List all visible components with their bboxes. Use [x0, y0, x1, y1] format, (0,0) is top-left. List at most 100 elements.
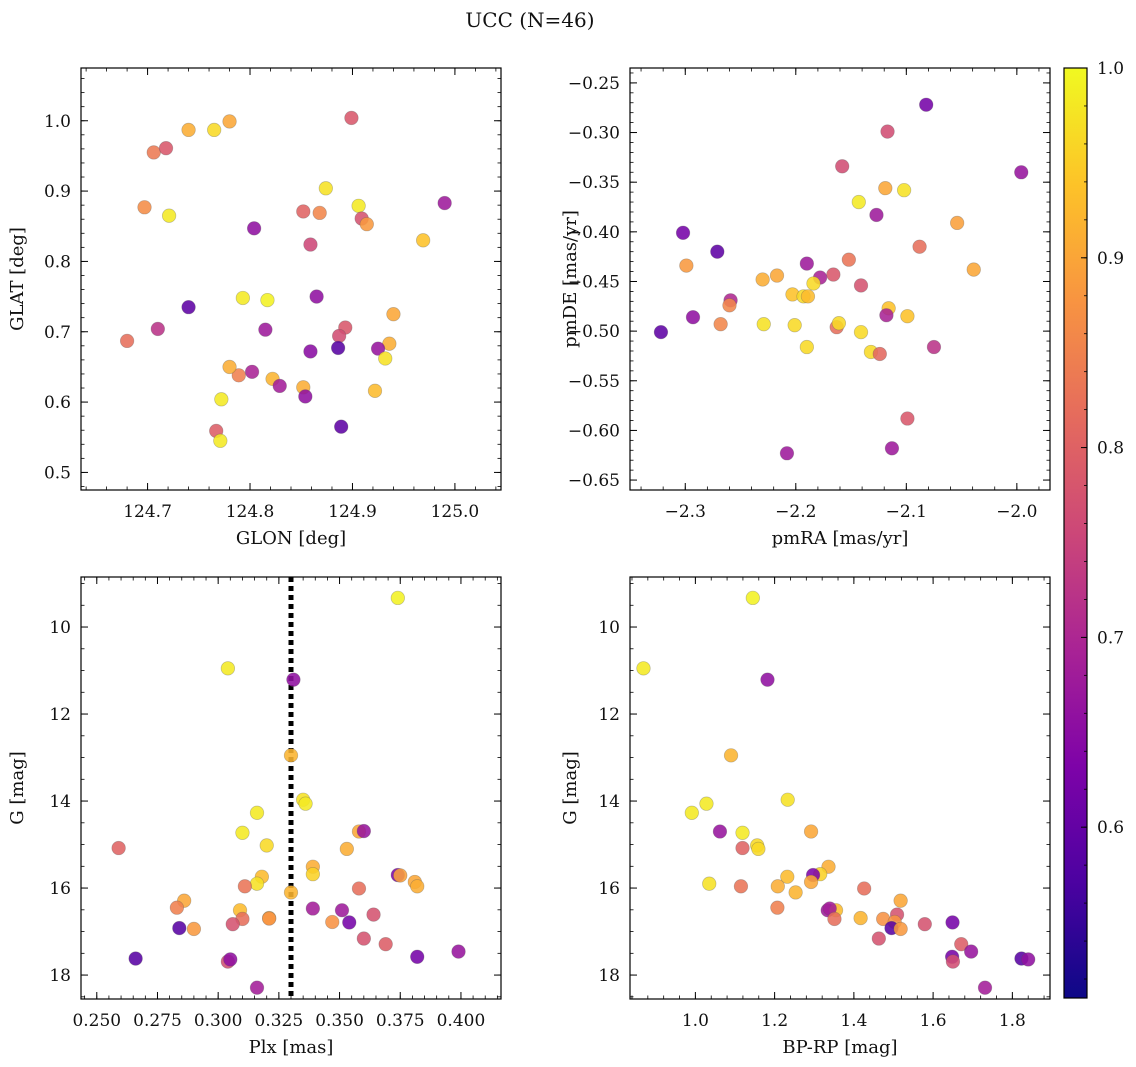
data-point [325, 914, 340, 930]
y-tick-label: 0.9 [44, 182, 71, 202]
x-tick-label: −2.0 [996, 502, 1037, 522]
y-tick-label: −0.35 [568, 173, 620, 193]
ticks: −2.3 −2.2 −2.1 −2.0 −0.65 −0.60 −0.55 −0.50 −0.4… [568, 68, 1050, 522]
y-tick-label: 16 [598, 879, 620, 899]
x-tick-label: 0.275 [133, 1011, 182, 1031]
data-point [835, 159, 850, 174]
data-point [186, 921, 202, 937]
data-point [735, 840, 750, 856]
data-point [386, 307, 401, 322]
y-tick-label: 0.6 [44, 393, 71, 413]
data-point [220, 661, 236, 676]
data-point [756, 317, 771, 332]
data-point [880, 124, 895, 139]
data-point [851, 194, 866, 210]
data-point [312, 205, 327, 221]
y-tick-label: 0.5 [44, 463, 71, 483]
data-point [723, 748, 739, 763]
data-point [214, 392, 229, 407]
data-point [286, 672, 301, 687]
data-point [330, 340, 346, 356]
data-point [410, 949, 425, 964]
data-point [799, 256, 814, 271]
data-point [370, 341, 386, 356]
data-point [235, 290, 251, 306]
data-point [900, 309, 915, 324]
y-tick-label: 10 [598, 618, 620, 638]
data-point [755, 272, 770, 287]
colorbar-tick-label: 0.7 [1097, 628, 1124, 648]
panel-2: −2.3 −2.2 −2.1 −2.0 −0.65 −0.60 −0.55 −0.50 −0.4… [560, 67, 1051, 549]
data-point [699, 796, 714, 811]
data-point [803, 824, 819, 839]
y-tick-label: 10 [49, 618, 71, 638]
data-point [272, 378, 287, 394]
data-point [283, 748, 299, 763]
data-point [896, 182, 912, 198]
x-tick-label: 124.9 [328, 502, 377, 522]
data-point [207, 122, 222, 138]
data-point [770, 879, 785, 894]
data-point [800, 289, 816, 304]
y-axis-label: G [mag] [7, 751, 28, 824]
data-point [685, 310, 701, 325]
data-point [298, 389, 313, 404]
data-point [769, 268, 785, 283]
data-point [1014, 165, 1029, 180]
data-point [303, 344, 318, 359]
data-point [853, 324, 869, 340]
data-point [303, 237, 318, 252]
x-tick-label: 125.0 [431, 502, 480, 522]
colorbar-gradient [1063, 67, 1088, 999]
data-point [351, 198, 366, 214]
data-point [150, 321, 165, 337]
data-point [788, 885, 803, 900]
data-point [900, 411, 915, 426]
data-point [415, 233, 431, 248]
data-point [912, 239, 927, 254]
data-point [926, 339, 942, 355]
data-point [339, 841, 354, 857]
y-tick-label: −0.55 [568, 372, 620, 392]
data-point [780, 792, 795, 807]
data-point [119, 333, 135, 349]
data-point [853, 278, 869, 293]
data-point [237, 879, 253, 894]
y-axis-label: GLAT [deg] [7, 227, 28, 331]
data-point [702, 876, 717, 891]
data-point [684, 805, 699, 820]
y-tick-label: 16 [49, 879, 71, 899]
y-tick-label: 0.7 [44, 323, 71, 343]
data-point [331, 328, 347, 344]
data-point [390, 590, 405, 606]
x-tick-label: 1.2 [761, 1011, 788, 1031]
y-tick-label: 18 [49, 966, 71, 986]
data-point [893, 921, 908, 937]
data-point [344, 110, 359, 126]
data-point [410, 879, 425, 894]
x-tick-label: 0.400 [437, 1011, 486, 1031]
y-axis-label: pmDE [mas/yr] [560, 210, 581, 348]
data-point [803, 874, 819, 890]
y-tick-label: 18 [598, 966, 620, 986]
y-tick-label: −0.45 [568, 272, 620, 292]
data-point [334, 419, 349, 434]
data-point [181, 122, 196, 138]
data-point [225, 917, 240, 932]
y-tick-label: −0.50 [568, 322, 620, 342]
panel-4: 1.0 1.2 1.4 1.6 1.8 10 12 14 16 18 BP-RP [mag] G [m… [560, 576, 1051, 1058]
data-point [222, 114, 237, 129]
data-point [235, 825, 250, 840]
data-point [751, 841, 766, 857]
y-tick-label: 12 [49, 705, 71, 725]
data-point [246, 221, 262, 236]
data-point [945, 954, 961, 969]
data-point [917, 917, 932, 932]
data-point [161, 208, 177, 223]
data-point [787, 318, 802, 333]
x-axis-label: Plx [mas] [249, 1037, 334, 1058]
y-tick-label: 1.0 [44, 112, 71, 132]
data-point [437, 195, 452, 211]
data-point [231, 368, 246, 383]
data-point [249, 876, 265, 891]
